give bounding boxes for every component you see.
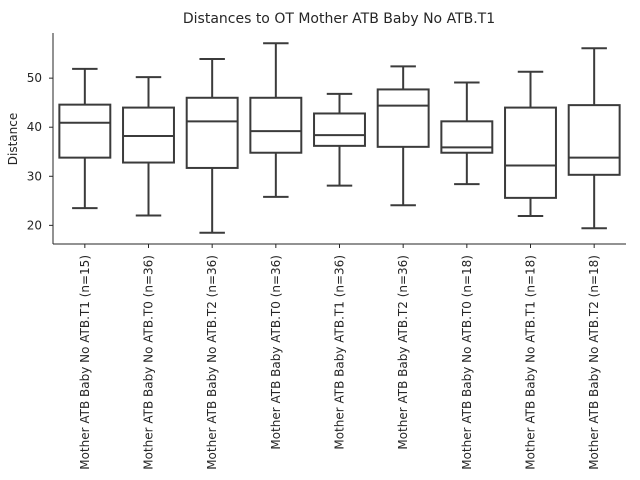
box-plot-item xyxy=(567,47,621,230)
y-axis-label: Distance xyxy=(6,113,20,165)
box-plot-item xyxy=(504,70,557,218)
x-tick-label: Mother ATB Baby No ATB.T2 (n=36) xyxy=(205,255,219,470)
x-tick-label: Mother ATB Baby ATB.T0 (n=36) xyxy=(269,255,283,450)
y-tick-label: 20 xyxy=(27,218,42,232)
box-iqr xyxy=(567,104,621,176)
box-group xyxy=(58,42,621,234)
x-tick-label: Mother ATB Baby No ATB.T0 (n=18) xyxy=(460,255,474,470)
x-tick-label: Mother ATB Baby ATB.T1 (n=36) xyxy=(333,255,347,450)
x-tick-label: Mother ATB Baby No ATB.T2 (n=18) xyxy=(587,255,601,470)
box-plot-item xyxy=(376,65,430,207)
box-iqr xyxy=(376,88,430,148)
box-plot-item xyxy=(185,58,239,234)
y-tick-label: 30 xyxy=(27,169,42,183)
box-iqr xyxy=(58,103,112,159)
x-tick-label: Mother ATB Baby No ATB.T1 (n=15) xyxy=(78,255,92,470)
x-tick-label: Mother ATB Baby ATB.T2 (n=36) xyxy=(396,255,410,450)
box-plot-item xyxy=(122,76,175,217)
box-iqr xyxy=(185,96,239,169)
box-iqr xyxy=(313,112,366,147)
box-plot-item xyxy=(58,67,112,210)
box-plot-item xyxy=(440,81,494,186)
box-iqr xyxy=(504,106,557,199)
y-tick-group: 20 30 40 50 xyxy=(27,71,53,232)
x-tick-label: Mother ATB Baby No ATB.T1 (n=18) xyxy=(524,255,538,470)
y-tick-label: 40 xyxy=(27,120,42,134)
box-iqr xyxy=(249,96,303,154)
box-plot-item xyxy=(313,92,366,187)
y-tick-label: 50 xyxy=(27,71,42,85)
x-tick-group: Mother ATB Baby No ATB.T1 (n=15) Mother A… xyxy=(78,244,601,470)
chart-title: Distances to OT Mother ATB Baby No ATB.T… xyxy=(183,11,495,27)
box-plot-item xyxy=(249,42,303,198)
x-tick-label: Mother ATB Baby No ATB.T0 (n=36) xyxy=(142,255,156,470)
